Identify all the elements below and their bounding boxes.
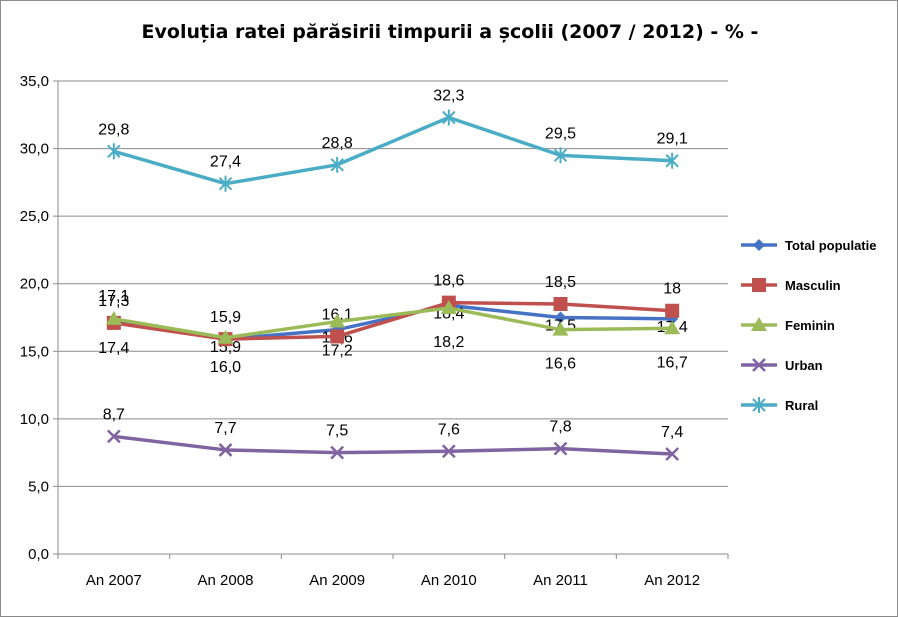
- y-tick-label: 15,0: [20, 343, 49, 360]
- data-label: 18: [663, 281, 681, 298]
- data-label: 28,8: [322, 135, 353, 152]
- legend-item: Urban: [741, 358, 823, 373]
- legend-label: Total populatie: [785, 238, 876, 253]
- series-marker: [751, 317, 767, 331]
- data-label: 17,1: [98, 288, 129, 305]
- data-label: 7,5: [326, 423, 348, 440]
- data-label: 17,2: [322, 343, 353, 360]
- legend-item: Rural: [741, 397, 818, 413]
- data-label: 29,8: [98, 121, 129, 138]
- data-label: 18,5: [545, 274, 576, 291]
- x-tick-label: An 2010: [421, 572, 477, 589]
- series-marker: [217, 329, 234, 344]
- x-tick-label: An 2008: [198, 572, 254, 589]
- series-marker: [553, 296, 568, 311]
- y-tick-label: 5,0: [28, 478, 49, 495]
- series-rural: 29,8 27,4 28,8 32,3 29,5 29,1: [98, 87, 688, 192]
- series-line: [113, 115, 673, 186]
- y-tick-label: 35,0: [20, 73, 49, 90]
- legend-label: Urban: [785, 358, 823, 373]
- legend-item: Feminin: [741, 317, 835, 333]
- x-tick-label: An 2012: [644, 572, 700, 589]
- data-label: 17,4: [98, 340, 129, 357]
- series-marker: [330, 329, 345, 344]
- series-marker: [753, 239, 765, 251]
- data-label: 18,2: [433, 334, 464, 351]
- y-tick-label: 30,0: [20, 141, 49, 158]
- series-line: [113, 300, 673, 341]
- series-marker: [218, 443, 233, 457]
- legend-label: Feminin: [785, 318, 835, 333]
- data-label: 18,6: [433, 273, 464, 290]
- series-marker: [553, 441, 568, 456]
- series-line: [113, 306, 673, 340]
- x-tick-label: An 2007: [86, 572, 142, 589]
- series-marker: [330, 156, 344, 173]
- series-marker: [553, 147, 568, 164]
- data-label: 15,9: [210, 309, 241, 326]
- x-tick-label: An 2009: [309, 572, 365, 589]
- data-label: 29,5: [545, 125, 576, 142]
- series-marker: [440, 300, 457, 315]
- series-marker: [552, 321, 569, 336]
- data-label: 7,8: [549, 419, 571, 436]
- data-label: 8,7: [103, 406, 125, 423]
- series-marker: [665, 303, 680, 318]
- series-marker: [329, 313, 346, 328]
- series-marker: [752, 278, 766, 292]
- data-label: 29,1: [657, 131, 688, 148]
- data-label: 16,7: [657, 354, 688, 371]
- legend-item: Total populatie: [741, 238, 876, 253]
- data-label: 27,4: [210, 154, 241, 171]
- series-marker: [752, 358, 766, 372]
- y-tick-label: 0,0: [28, 546, 49, 563]
- data-label: 32,3: [433, 87, 464, 104]
- series-total-populatie: 17,315,916,618,417,517,4: [98, 293, 688, 356]
- series-marker: [554, 311, 567, 324]
- series-marker: [665, 447, 680, 461]
- series-marker: [218, 175, 233, 192]
- data-label: 7,7: [214, 420, 236, 437]
- data-label: 7,6: [438, 421, 460, 438]
- y-tick-label: 20,0: [20, 276, 49, 293]
- chart-title: Evoluția ratei părăsirii timpurii a școl…: [141, 21, 759, 43]
- series-marker: [107, 143, 121, 160]
- y-tick-label: 25,0: [20, 208, 49, 225]
- legend-item: Masculin: [741, 278, 841, 293]
- series-line: [113, 434, 673, 456]
- series-feminin: 17,4 16,0 17,2 18,2 16,6 16,7: [98, 300, 688, 376]
- series-marker: [441, 444, 456, 459]
- series-marker: [442, 109, 456, 126]
- legend-label: Masculin: [785, 278, 841, 293]
- series-urban: 8,7 7,7 7,5 7,6 7,8 7,4: [103, 406, 683, 461]
- x-tick-label: An 2011: [533, 572, 588, 589]
- y-tick-label: 10,0: [20, 411, 49, 428]
- series-marker: [665, 152, 679, 169]
- data-label: 16,6: [545, 356, 576, 373]
- data-label: 7,4: [661, 424, 683, 441]
- data-label: 16,0: [210, 359, 241, 376]
- series-marker: [330, 445, 345, 460]
- data-label: 17,3: [98, 293, 129, 310]
- series-marker: [664, 320, 681, 335]
- series-marker: [752, 397, 766, 413]
- series-marker: [106, 429, 121, 444]
- series-marker: [105, 310, 122, 325]
- legend-label: Rural: [785, 398, 818, 413]
